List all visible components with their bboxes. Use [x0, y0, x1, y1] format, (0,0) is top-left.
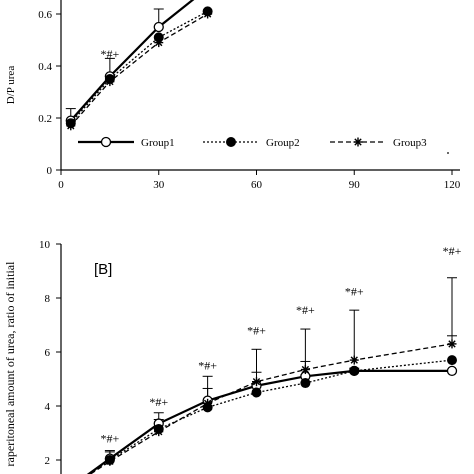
- group2-b-marker: [300, 378, 311, 389]
- group2-b-marker: [447, 355, 457, 366]
- y-tick-label-a: 0.2: [38, 113, 52, 125]
- group3-marker: [154, 38, 164, 48]
- group3-b-marker: [300, 365, 310, 375]
- panel-label-b: [B]: [94, 261, 112, 278]
- y-tick-label-b: 2: [45, 455, 51, 467]
- panel-a: 0 0.2 0.4 0.6 0 30 60 90 120 D/P urea *#+ Group1 Gro…: [5, 0, 461, 191]
- y-axis-label-b: raperitoneal amount of urea, ratio of in…: [3, 261, 17, 467]
- x-tick-label-a: 90: [349, 179, 361, 191]
- y-tick-label-a: 0.4: [38, 61, 52, 73]
- legend-group2-marker: [226, 137, 236, 147]
- significance-label-b: *#+: [100, 431, 119, 445]
- significance-label-b: *#+: [443, 244, 462, 258]
- significance-label-b: *#+: [345, 284, 364, 298]
- group1-b-marker: [446, 365, 458, 377]
- asterisk-stroke: [203, 399, 212, 407]
- stray-dot: [447, 152, 449, 154]
- asterisk-stroke: [354, 138, 362, 146]
- asterisk-stroke: [203, 10, 212, 18]
- group2-line-b: [88, 359, 453, 474]
- group3-b-marker: [203, 398, 213, 408]
- significance-label-b: *#+: [247, 323, 266, 337]
- group1-marker: [153, 21, 164, 33]
- asterisk-stroke: [350, 356, 358, 364]
- significance-label-b: *#+: [198, 359, 217, 373]
- legend-group3-marker: [353, 137, 363, 147]
- asterisk-stroke: [106, 457, 114, 466]
- group3-marker: [203, 9, 213, 19]
- x-tick-label-a: 30: [153, 179, 165, 191]
- group2-b-marker: [349, 365, 360, 376]
- group3-b-marker: [447, 339, 457, 349]
- legend-group3-label: Group3: [393, 137, 427, 149]
- legend-group2-label: Group2: [266, 137, 300, 149]
- group2-line: [70, 10, 208, 124]
- y-tick-label-b: 6: [45, 347, 51, 359]
- group3-marker: [105, 77, 115, 87]
- asterisk-stroke: [155, 427, 163, 436]
- panel-b: 2 4 6 8 10 raperitoneal amount of urea, ratio…: [3, 239, 462, 474]
- asterisk-stroke: [155, 38, 163, 47]
- group1-line: [69, 0, 195, 122]
- asterisk-stroke: [301, 365, 310, 374]
- group3-marker: [66, 121, 76, 131]
- significance-label-b: *#+: [149, 395, 168, 409]
- group3-b-marker: [105, 456, 115, 466]
- legend-group1-marker: [100, 136, 112, 148]
- x-tick-label-a: 120: [444, 179, 461, 191]
- y-axis-label-a: D/P urea: [5, 66, 17, 105]
- group3-line: [70, 13, 208, 127]
- group3-line-b: [89, 343, 453, 474]
- y-tick-label-a: 0.6: [38, 9, 52, 21]
- x-tick-label-a: 60: [251, 179, 263, 191]
- group3-b-marker: [252, 377, 261, 387]
- group2-b-marker: [251, 387, 262, 398]
- y-tick-label-b: 10: [39, 239, 51, 251]
- y-tick-label-b: 8: [45, 293, 51, 305]
- legend-group1-label: Group1: [141, 137, 175, 149]
- group3-b-marker: [349, 355, 359, 365]
- significance-label-a: *#+: [100, 47, 119, 61]
- group3-b-marker: [154, 427, 164, 437]
- asterisk-stroke: [252, 378, 261, 386]
- y-tick-label-a: 0: [47, 165, 53, 177]
- plot-area-a: [65, 0, 213, 131]
- asterisk-stroke: [448, 340, 456, 348]
- asterisk-stroke: [67, 122, 75, 130]
- significance-label-b: *#+: [296, 303, 315, 317]
- x-tick-label-a: 0: [58, 179, 64, 191]
- y-tick-label-b: 4: [45, 401, 51, 413]
- asterisk-stroke: [106, 77, 114, 86]
